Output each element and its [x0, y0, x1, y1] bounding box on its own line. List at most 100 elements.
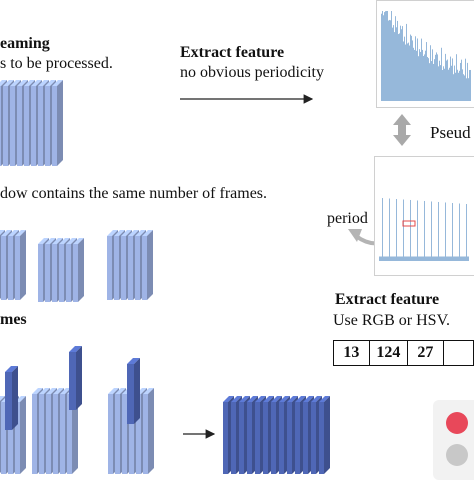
streaming-subtitle: s to be processed. — [0, 55, 113, 72]
spectrum-bar — [389, 198, 390, 261]
spectrum-bar — [430, 45, 431, 101]
frame-slab — [52, 80, 63, 166]
spectrum-bar — [411, 35, 412, 101]
spectrum-bar — [457, 256, 458, 261]
spectrum-bar — [405, 256, 406, 261]
spectrum-bar — [454, 256, 455, 261]
spectrum-bar — [400, 256, 401, 261]
spectrum-bar — [412, 40, 413, 101]
spectrum-bar — [428, 256, 429, 261]
spectrum-bar — [461, 256, 462, 261]
spectrum-bar — [433, 63, 434, 101]
spectrum-bar — [403, 41, 404, 101]
spectrum-bar — [418, 256, 419, 261]
spectrum-bar — [426, 42, 427, 101]
spectrum-bar — [381, 256, 382, 261]
spectrum-bar — [394, 256, 395, 261]
extract-feature-top-title: Extract feature — [180, 44, 285, 61]
spectrum-bar — [389, 19, 390, 101]
extract-feature-top-subtitle: no obvious periodicity — [180, 64, 324, 81]
spectrum-bar — [397, 20, 398, 102]
spectrum-bar — [439, 60, 440, 101]
spectrum-bar — [384, 12, 385, 102]
frame-slab — [15, 230, 26, 300]
spectrum-bar — [466, 204, 467, 261]
frame-slab — [5, 366, 18, 430]
spectrum-bar — [406, 256, 407, 261]
spectrum-bar — [391, 256, 392, 261]
spectrum-bar — [383, 256, 384, 261]
spectrum-bar — [462, 69, 463, 101]
spectrum-bar — [421, 38, 422, 101]
spectrum-bar — [408, 42, 409, 101]
spectrum-bar — [436, 256, 437, 261]
spectrum-bar — [468, 256, 469, 261]
spectrum-bar — [445, 53, 446, 101]
spectrum-bar — [460, 62, 461, 101]
spectrum-bar — [459, 203, 460, 261]
spectrum-bar — [410, 34, 411, 101]
spectrum-bar — [451, 65, 452, 101]
spectrum-bar — [443, 66, 444, 101]
spectrum-bar — [452, 202, 453, 261]
spectrum-bar — [439, 256, 440, 261]
spectrum-bar — [433, 256, 434, 261]
spectrum-bar — [445, 202, 446, 261]
frame-slab — [69, 346, 82, 410]
spectrum-bar — [466, 78, 467, 101]
spectrum-bar — [429, 63, 430, 101]
spectrum-bar — [392, 27, 393, 102]
spectrum-bar — [431, 61, 432, 101]
spectrum-bar — [396, 27, 397, 101]
spectrum-bar — [417, 38, 418, 101]
spectrum-bar — [384, 256, 385, 261]
spectrum-bar — [387, 11, 388, 101]
spectrum-bar — [397, 256, 398, 261]
spectrum-bar — [440, 65, 441, 101]
spectrum-bar — [381, 13, 382, 102]
spectrum-bar — [402, 26, 403, 101]
spectrum-bar — [402, 256, 403, 261]
spectrum-bar — [438, 201, 439, 261]
spectrum-bar — [458, 72, 459, 101]
spectrum-bar — [386, 256, 387, 261]
spectrum-top-series — [381, 11, 471, 102]
spectrum-bar — [452, 58, 453, 101]
spectrum-bar — [447, 59, 448, 101]
spectrum-bar — [434, 59, 435, 101]
spectrum-bar — [399, 33, 400, 102]
spectrum-bar — [446, 60, 447, 101]
spectrum-bar — [448, 256, 449, 261]
frame-slab — [143, 388, 154, 474]
feature-cell: 124 — [368, 340, 408, 366]
spectrum-bar — [442, 256, 443, 261]
red-dot-icon — [446, 412, 468, 434]
spectrum-bar — [409, 45, 410, 101]
spectrum-bar — [448, 69, 449, 101]
extract-feature-bottom-subtitle: Use RGB or HSV. — [333, 312, 451, 329]
spectrum-bar — [413, 47, 414, 101]
spectrum-bar — [450, 56, 451, 101]
spectrum-bar — [427, 56, 428, 101]
legend-box — [433, 400, 474, 480]
spectrum-bar — [441, 47, 442, 101]
spectrum-bar — [401, 29, 402, 101]
spectrum-bar — [434, 256, 435, 261]
spectrum-bar — [450, 256, 451, 261]
spectrum-bar — [459, 70, 460, 101]
spectrum-bar — [419, 49, 420, 101]
spectrum-bar — [435, 256, 436, 261]
feature-cell: 13 — [333, 340, 370, 366]
spectrum-bar — [393, 256, 394, 261]
spectrum-bar — [379, 256, 380, 261]
spectrum-bar — [464, 256, 465, 261]
spectrum-bar — [413, 256, 414, 261]
spectrum-bar — [387, 256, 388, 261]
feature-cell — [442, 340, 474, 366]
spectrum-bar — [436, 52, 437, 101]
spectrum-bar — [449, 256, 450, 261]
spectrum-bar — [423, 256, 424, 261]
feature-cell: 27 — [406, 340, 444, 366]
spectrum-bar — [418, 56, 419, 101]
